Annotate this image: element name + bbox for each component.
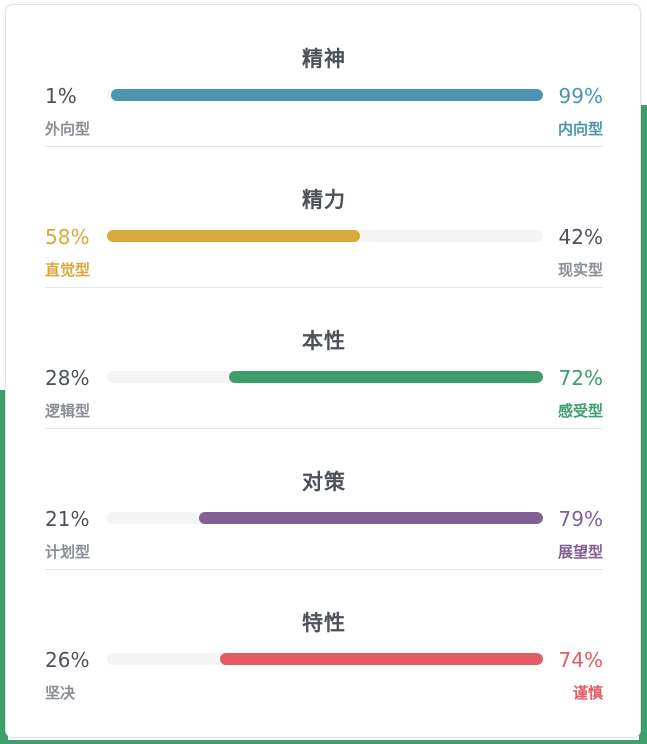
left-trait-label: 外向型 bbox=[45, 120, 91, 138]
trait-section-energy: 精力 58% 42% 直觉型 现实型 bbox=[6, 146, 642, 287]
trait-bar-fill bbox=[229, 371, 543, 383]
section-divider bbox=[45, 428, 603, 429]
trait-bar-fill bbox=[111, 89, 543, 101]
trait-title: 特性 bbox=[302, 611, 346, 635]
right-percent: 42% bbox=[558, 225, 603, 249]
left-percent: 28% bbox=[45, 366, 90, 390]
trait-bar bbox=[107, 230, 543, 242]
trait-bar bbox=[107, 653, 543, 665]
trait-section-tactics: 对策 21% 79% 计划型 展望型 bbox=[6, 428, 642, 569]
left-percent: 1% bbox=[45, 84, 77, 108]
left-trait-label: 直觉型 bbox=[45, 261, 91, 279]
left-trait-label: 坚决 bbox=[45, 684, 76, 702]
background-accent-left bbox=[0, 390, 8, 744]
right-percent: 74% bbox=[558, 648, 603, 672]
section-divider bbox=[45, 146, 603, 147]
trait-bar-fill bbox=[220, 653, 543, 665]
right-trait-label: 内向型 bbox=[557, 120, 603, 138]
trait-bar-fill bbox=[198, 512, 543, 524]
trait-bar bbox=[107, 371, 543, 383]
trait-title: 精力 bbox=[302, 188, 346, 212]
right-percent: 72% bbox=[558, 366, 603, 390]
trait-title: 对策 bbox=[302, 470, 346, 494]
left-trait-label: 逻辑型 bbox=[45, 402, 91, 420]
trait-bar-fill bbox=[107, 230, 360, 242]
left-percent: 26% bbox=[45, 648, 90, 672]
background-accent-right bbox=[639, 105, 647, 744]
trait-title: 精神 bbox=[302, 47, 346, 71]
section-divider bbox=[45, 287, 603, 288]
trait-title: 本性 bbox=[302, 329, 346, 353]
trait-bar bbox=[107, 512, 543, 524]
trait-section-identity: 特性 26% 74% 坚决 谨慎 bbox=[6, 569, 642, 710]
trait-section-mind: 精神 1% 99% 外向型 内向型 bbox=[6, 5, 642, 146]
right-trait-label: 展望型 bbox=[557, 543, 603, 561]
trait-section-nature: 本性 28% 72% 逻辑型 感受型 bbox=[6, 287, 642, 428]
left-percent: 58% bbox=[45, 225, 90, 249]
left-percent: 21% bbox=[45, 507, 90, 531]
section-divider bbox=[45, 569, 603, 570]
background-accent-bottom bbox=[0, 740, 647, 744]
right-trait-label: 感受型 bbox=[557, 402, 603, 420]
personality-trait-card: 精神 1% 99% 外向型 内向型 精力 58% 42% 直觉型 现实型 本性 … bbox=[5, 4, 641, 738]
trait-bar bbox=[107, 89, 543, 101]
right-trait-label: 现实型 bbox=[557, 261, 603, 279]
left-trait-label: 计划型 bbox=[45, 543, 91, 561]
right-percent: 79% bbox=[558, 507, 603, 531]
right-trait-label: 谨慎 bbox=[572, 684, 603, 702]
right-percent: 99% bbox=[558, 84, 603, 108]
